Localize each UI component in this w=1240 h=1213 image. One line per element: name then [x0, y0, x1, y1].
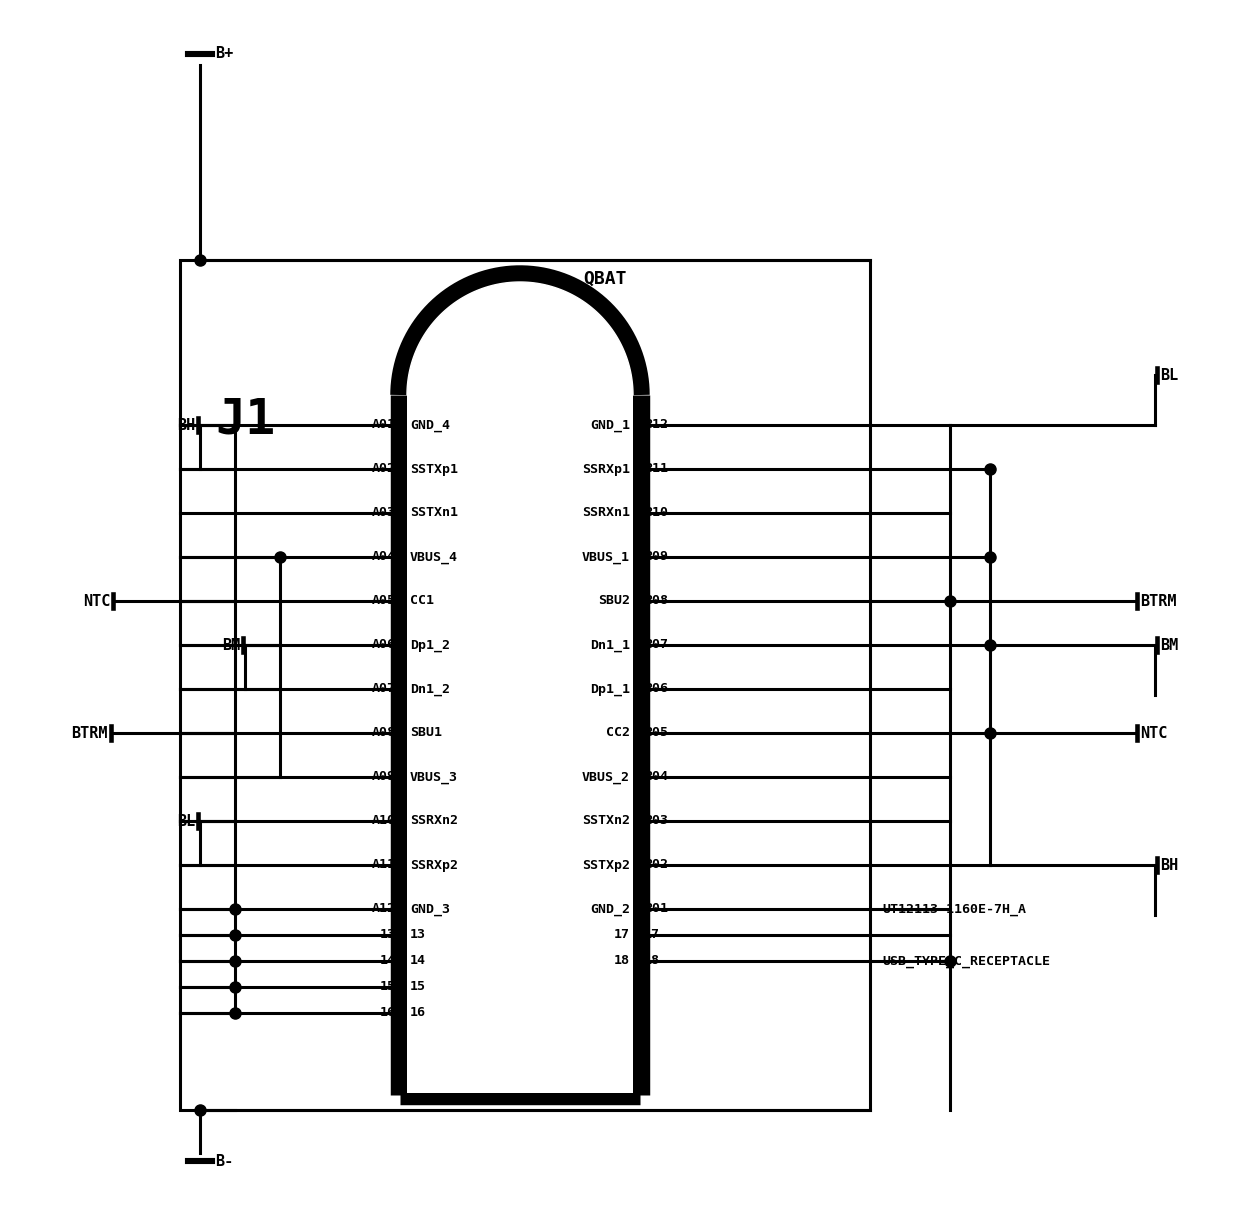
Text: CC2: CC2	[606, 727, 630, 740]
Text: SSRXn2: SSRXn2	[410, 814, 458, 827]
Text: SSRXp2: SSRXp2	[410, 859, 458, 871]
Text: 18: 18	[644, 955, 660, 968]
Text: VBUS_4: VBUS_4	[410, 551, 458, 564]
Text: Dn1_1: Dn1_1	[590, 638, 630, 651]
Text: SSRXp1: SSRXp1	[582, 462, 630, 475]
Text: A09: A09	[372, 770, 396, 784]
Text: SSTXn1: SSTXn1	[410, 507, 458, 519]
Text: UT12113-1160E-7H_A: UT12113-1160E-7H_A	[882, 902, 1025, 916]
Text: SSTXn2: SSTXn2	[582, 814, 630, 827]
Text: B11: B11	[644, 462, 668, 475]
Text: B10: B10	[644, 507, 668, 519]
Text: GND_2: GND_2	[590, 902, 630, 916]
Text: 16: 16	[379, 1007, 396, 1019]
Text: A02: A02	[372, 462, 396, 475]
Text: 17: 17	[644, 928, 660, 941]
Text: A11: A11	[372, 859, 396, 871]
Text: B05: B05	[644, 727, 668, 740]
Text: A03: A03	[372, 507, 396, 519]
Text: B03: B03	[644, 814, 668, 827]
Text: Dn1_2: Dn1_2	[410, 683, 450, 695]
Bar	[407, 393, 632, 1093]
Text: B01: B01	[644, 902, 668, 916]
Text: Dp1_1: Dp1_1	[590, 683, 630, 695]
Text: A07: A07	[372, 683, 396, 695]
Text: 14: 14	[410, 955, 427, 968]
Text: SSTXp1: SSTXp1	[410, 462, 458, 475]
Text: B12: B12	[644, 418, 668, 432]
Text: A06: A06	[372, 638, 396, 651]
Text: 13: 13	[379, 928, 396, 941]
Text: J1: J1	[215, 395, 275, 443]
Text: 13: 13	[410, 928, 427, 941]
Text: CC1: CC1	[410, 594, 434, 608]
Text: BH: BH	[1159, 858, 1178, 872]
Text: B09: B09	[644, 551, 668, 564]
Text: A08: A08	[372, 727, 396, 740]
Text: BTRM: BTRM	[1140, 593, 1177, 609]
Text: BM: BM	[222, 638, 241, 653]
Text: A05: A05	[372, 594, 396, 608]
Text: Dp1_2: Dp1_2	[410, 638, 450, 651]
Text: BL: BL	[177, 814, 195, 828]
Text: BL: BL	[1159, 368, 1178, 382]
Text: VBUS_1: VBUS_1	[582, 551, 630, 564]
Text: A10: A10	[372, 814, 396, 827]
Text: 15: 15	[379, 980, 396, 993]
Text: B02: B02	[644, 859, 668, 871]
Text: B04: B04	[644, 770, 668, 784]
Text: BTRM: BTRM	[72, 725, 108, 740]
Text: A01: A01	[372, 418, 396, 432]
Text: B08: B08	[644, 594, 668, 608]
Text: VBUS_3: VBUS_3	[410, 770, 458, 784]
Text: 18: 18	[614, 955, 630, 968]
Text: USB_TYPE_C_RECEPTACLE: USB_TYPE_C_RECEPTACLE	[882, 955, 1050, 968]
Text: B06: B06	[644, 683, 668, 695]
Text: GND_1: GND_1	[590, 418, 630, 432]
Bar	[180, 260, 870, 1110]
Text: SBU2: SBU2	[598, 594, 630, 608]
Text: A04: A04	[372, 551, 396, 564]
Text: A12: A12	[372, 902, 396, 916]
Text: GND_3: GND_3	[410, 902, 450, 916]
Text: GND_4: GND_4	[410, 418, 450, 432]
Text: BH: BH	[177, 417, 195, 433]
Text: BM: BM	[1159, 638, 1178, 653]
Text: B07: B07	[644, 638, 668, 651]
Text: 15: 15	[410, 980, 427, 993]
Text: B-: B-	[215, 1154, 233, 1168]
Text: QBAT: QBAT	[583, 270, 626, 287]
Text: SBU1: SBU1	[410, 727, 441, 740]
Polygon shape	[407, 281, 632, 395]
Text: VBUS_2: VBUS_2	[582, 770, 630, 784]
Text: 16: 16	[410, 1007, 427, 1019]
Text: NTC: NTC	[83, 593, 110, 609]
Text: 17: 17	[614, 928, 630, 941]
Text: NTC: NTC	[1140, 725, 1167, 740]
Text: SSTXp2: SSTXp2	[582, 859, 630, 871]
Text: B+: B+	[215, 46, 233, 62]
Text: SSRXn1: SSRXn1	[582, 507, 630, 519]
Text: 14: 14	[379, 955, 396, 968]
